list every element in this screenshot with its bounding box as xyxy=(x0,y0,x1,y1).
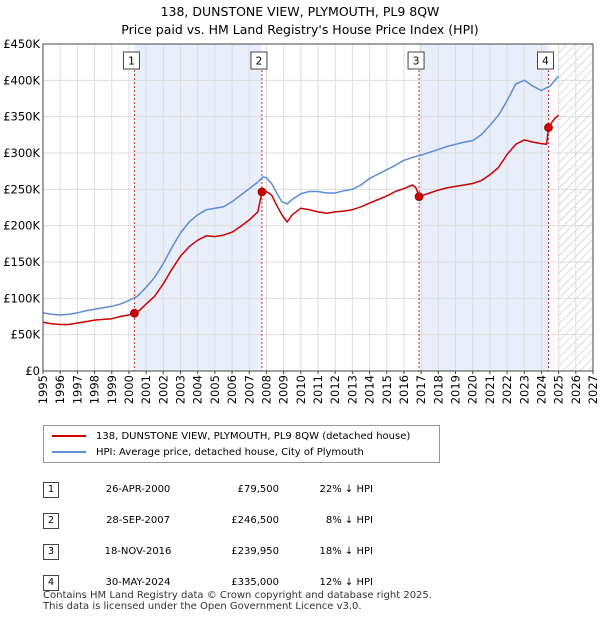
x-tick-label: 2003 xyxy=(174,375,188,404)
marker-2-badge-label: 2 xyxy=(256,56,263,68)
footer: Contains HM Land Registry data © Crown c… xyxy=(43,590,432,612)
sale-point-2 xyxy=(257,187,267,197)
legend: 138, DUNSTONE VIEW, PLYMOUTH, PL9 8QW (d… xyxy=(43,425,440,463)
marker-4-badge xyxy=(536,51,554,70)
transaction-price: £239,950 xyxy=(231,546,279,557)
transaction-price: £79,500 xyxy=(237,484,279,495)
x-tick-label: 2012 xyxy=(328,375,342,404)
legend-label-hpi: HPI: Average price, detached house, City… xyxy=(96,446,364,458)
transaction-hpi: 12% ↓ HPI xyxy=(319,577,373,588)
marker-3-badge-label: 3 xyxy=(413,56,420,68)
x-tick-label: 2002 xyxy=(156,375,170,404)
marker-3-badge xyxy=(407,51,425,70)
y-tick-label: £50K xyxy=(11,328,41,342)
x-tick-label: 2000 xyxy=(122,375,136,404)
x-tick-label: 2013 xyxy=(345,375,359,404)
y-tick-label: £100K xyxy=(3,291,40,305)
ownership-period-shade xyxy=(419,44,549,371)
x-tick-label: 2011 xyxy=(311,375,325,404)
y-tick-label: £300K xyxy=(3,146,40,160)
x-tick-label: 2009 xyxy=(277,375,291,404)
x-tick-label: 2025 xyxy=(552,375,566,404)
x-tick-label: 2019 xyxy=(449,375,463,404)
x-tick-label: 2005 xyxy=(208,375,222,404)
table-row: 3 18-NOV-2016 £239,950 18% ↓ HPI xyxy=(43,536,373,567)
x-tick-label: 2014 xyxy=(363,375,377,404)
transaction-price: £246,500 xyxy=(231,515,279,526)
legend-item-hpi: HPI: Average price, detached house, City… xyxy=(52,445,364,459)
x-tick-label: 2017 xyxy=(414,375,428,404)
x-tick-label: 2026 xyxy=(569,375,583,404)
x-tick-label: 1999 xyxy=(105,375,119,404)
x-tick-label: 2001 xyxy=(139,375,153,404)
y-tick-label: £200K xyxy=(3,219,40,233)
transaction-badge: 1 xyxy=(43,481,59,498)
x-tick-label: 1998 xyxy=(88,375,102,404)
x-tick-label: 2027 xyxy=(586,375,600,404)
y-tick-label: £450K xyxy=(3,37,40,51)
x-tick-label: 2004 xyxy=(191,375,205,404)
x-tick-label: 2023 xyxy=(517,375,531,404)
legend-swatch-property xyxy=(52,435,86,437)
transaction-badge: 2 xyxy=(43,512,59,529)
transaction-badge: 3 xyxy=(43,543,59,560)
x-tick-label: 1996 xyxy=(53,375,67,404)
x-tick-label: 2024 xyxy=(534,375,548,404)
transaction-hpi: 8% ↓ HPI xyxy=(325,515,373,526)
transaction-date: 30-MAY-2024 xyxy=(105,577,171,588)
marker-4-badge-label: 4 xyxy=(542,56,549,68)
x-tick-label: 2008 xyxy=(259,375,273,404)
x-tick-label: 2007 xyxy=(242,375,256,404)
footer-copyright: Contains HM Land Registry data © Crown c… xyxy=(43,590,432,601)
legend-item-property: 138, DUNSTONE VIEW, PLYMOUTH, PL9 8QW (d… xyxy=(52,429,410,443)
transaction-date: 28-SEP-2007 xyxy=(106,515,170,526)
y-tick-label: £150K xyxy=(3,255,40,269)
y-tick-label: £400K xyxy=(3,73,40,87)
y-tick-label: £250K xyxy=(3,182,40,196)
chart-title: 138, DUNSTONE VIEW, PLYMOUTH, PL9 8QW xyxy=(160,4,440,19)
x-tick-label: 2015 xyxy=(380,375,394,404)
footer-licence: This data is licensed under the Open Gov… xyxy=(43,601,362,612)
x-tick-label: 2010 xyxy=(294,375,308,404)
transaction-date: 18-NOV-2016 xyxy=(104,546,172,557)
x-tick-label: 2020 xyxy=(466,375,480,404)
x-tick-label: 2016 xyxy=(397,375,411,404)
marker-1-badge xyxy=(122,51,140,70)
transactions-table: 1 26-APR-2000 £79,500 22% ↓ HPI 2 28-SEP… xyxy=(43,474,373,598)
chart-subtitle: Price paid vs. HM Land Registry's House … xyxy=(121,22,479,37)
marker-1-badge-label: 1 xyxy=(128,56,135,68)
ownership-period-shade xyxy=(134,44,262,371)
x-tick-label: 2006 xyxy=(225,375,239,404)
table-row: 4 30-MAY-2024 £335,000 12% ↓ HPI xyxy=(43,567,373,598)
x-tick-label: 2022 xyxy=(500,375,514,404)
transaction-date: 26-APR-2000 xyxy=(105,484,171,495)
sale-point-4 xyxy=(544,123,553,132)
sale-point-1 xyxy=(130,308,139,318)
x-tick-label: 1997 xyxy=(70,375,84,404)
legend-swatch-hpi xyxy=(52,451,86,453)
transaction-hpi: 18% ↓ HPI xyxy=(319,546,373,557)
transaction-badge: 4 xyxy=(43,574,59,591)
legend-label-property: 138, DUNSTONE VIEW, PLYMOUTH, PL9 8QW (d… xyxy=(96,430,411,442)
y-tick-label: £0 xyxy=(25,364,40,378)
table-row: 1 26-APR-2000 £79,500 22% ↓ HPI xyxy=(43,474,373,505)
sale-point-3 xyxy=(414,192,424,202)
transaction-hpi: 22% ↓ HPI xyxy=(319,484,373,495)
x-tick-label: 1995 xyxy=(36,375,50,404)
x-tick-label: 2018 xyxy=(431,375,445,404)
marker-2-badge xyxy=(250,51,268,70)
x-tick-label: 2021 xyxy=(483,375,497,404)
y-tick-label: £350K xyxy=(3,110,40,124)
price-chart: £0 £50K £100K £150K £200K £250K £300K £350K £400… xyxy=(3,37,600,404)
hpi-line xyxy=(42,75,560,316)
transaction-price: £335,000 xyxy=(231,577,279,588)
table-row: 2 28-SEP-2007 £246,500 8% ↓ HPI xyxy=(43,505,373,536)
